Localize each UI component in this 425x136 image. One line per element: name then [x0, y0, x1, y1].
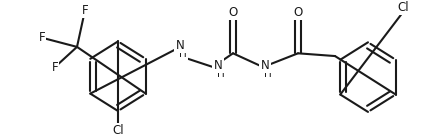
Text: Cl: Cl	[112, 124, 124, 136]
Text: N: N	[176, 39, 184, 52]
Text: O: O	[293, 6, 303, 19]
Text: N: N	[261, 59, 269, 72]
Text: H: H	[264, 69, 272, 79]
Text: O: O	[228, 6, 238, 19]
Text: F: F	[39, 31, 45, 44]
Text: N: N	[214, 59, 222, 72]
Text: F: F	[82, 4, 88, 17]
Text: F: F	[52, 61, 58, 74]
Text: Cl: Cl	[397, 1, 409, 14]
Text: H: H	[179, 49, 187, 59]
Text: H: H	[217, 69, 225, 79]
